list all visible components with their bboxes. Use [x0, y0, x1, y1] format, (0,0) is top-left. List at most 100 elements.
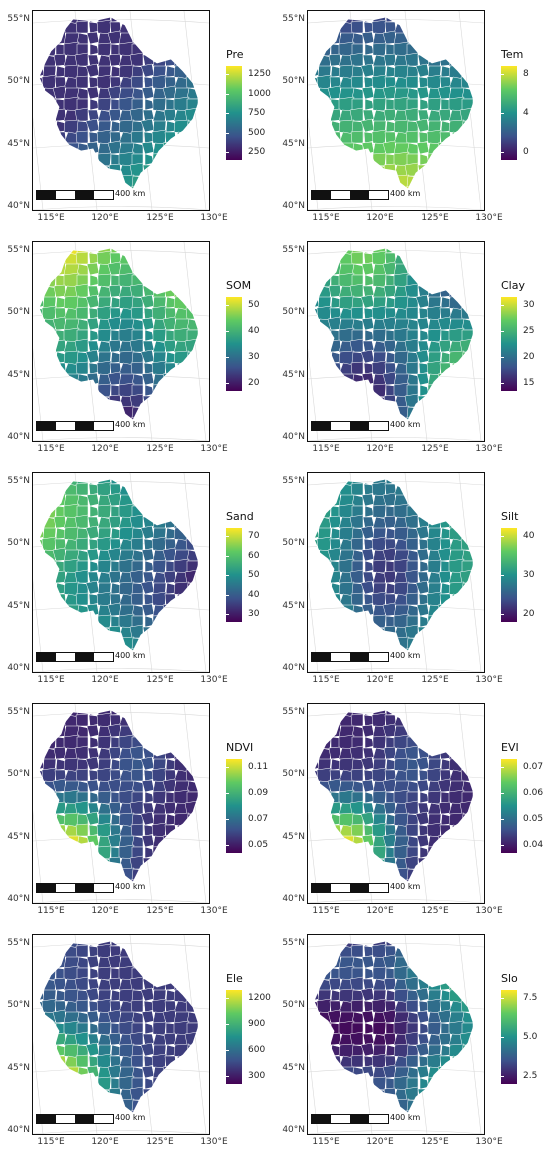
region-polygon	[385, 941, 397, 947]
region-polygon	[427, 479, 442, 486]
region-polygon	[328, 53, 342, 67]
legend-tick-label: 5.0	[523, 1032, 538, 1042]
region-polygon	[317, 710, 332, 717]
region-polygon	[372, 868, 387, 882]
region-polygon	[75, 823, 89, 837]
region-polygon	[427, 1088, 442, 1102]
region-polygon	[473, 131, 474, 144]
region-polygon	[56, 1133, 66, 1134]
scale-bar-label: 400 km	[115, 189, 146, 198]
region-polygon	[97, 1099, 112, 1113]
region-polygon	[186, 710, 199, 716]
region-polygon	[129, 624, 144, 639]
map-panel-tem: 55°N 50°N 45°N 40°N 115°E 120°E 125°E 130°E 400 …	[275, 0, 550, 231]
region-polygon	[352, 1133, 363, 1134]
region-polygon	[416, 372, 430, 386]
region-polygon	[475, 44, 484, 55]
region-polygon	[173, 844, 190, 861]
region-polygon	[153, 429, 166, 441]
region-polygon	[145, 902, 154, 903]
region-polygon	[330, 248, 342, 254]
region-polygon	[173, 857, 190, 872]
region-polygon	[383, 108, 397, 122]
region-polygon	[63, 857, 80, 872]
region-polygon	[76, 1066, 89, 1079]
region-polygon	[427, 626, 442, 640]
region-polygon	[314, 349, 320, 364]
region-polygon	[314, 1022, 320, 1035]
lon-tick-label: 130°E	[475, 444, 503, 454]
region-polygon	[317, 494, 332, 508]
region-polygon	[151, 712, 167, 728]
region-polygon	[473, 824, 474, 837]
scale-bar	[36, 190, 114, 200]
region-polygon	[415, 173, 430, 188]
region-polygon	[164, 131, 177, 144]
region-polygon	[76, 846, 89, 859]
graticule-line	[33, 578, 44, 672]
region-polygon	[419, 274, 430, 287]
lat-tick-label: 40°N	[282, 1125, 305, 1135]
region-polygon	[419, 1022, 430, 1035]
legend-tick-mark	[226, 74, 229, 75]
region-polygon	[314, 811, 320, 826]
region-polygon	[461, 710, 474, 716]
region-polygon	[53, 163, 67, 177]
region-polygon	[418, 186, 430, 189]
region-polygon	[316, 591, 332, 607]
region-polygon	[165, 615, 177, 628]
region-polygon	[111, 440, 121, 441]
region-polygon	[141, 548, 155, 562]
region-polygon	[131, 868, 144, 881]
region-polygon	[438, 625, 452, 639]
region-polygon	[39, 967, 45, 980]
region-polygon	[338, 844, 355, 861]
region-polygon	[448, 142, 465, 157]
region-polygon	[419, 153, 430, 166]
region-polygon	[362, 164, 375, 177]
region-polygon	[473, 593, 474, 606]
region-polygon	[372, 571, 387, 585]
region-polygon	[132, 198, 143, 209]
region-polygon	[448, 613, 465, 630]
region-polygon	[365, 671, 374, 672]
region-polygon	[39, 63, 45, 78]
scale-bar-label: 400 km	[115, 1113, 146, 1122]
region-polygon	[152, 175, 167, 189]
region-polygon	[163, 339, 177, 353]
region-polygon	[96, 19, 112, 35]
region-polygon	[372, 164, 387, 178]
region-polygon	[314, 802, 320, 815]
region-polygon	[404, 338, 419, 353]
region-polygon	[420, 440, 429, 441]
scale-bar-segment	[312, 191, 331, 199]
region-polygon	[195, 756, 199, 771]
region-polygon	[152, 966, 167, 981]
region-polygon	[89, 505, 100, 518]
legend-tick-mark	[226, 767, 229, 768]
region-polygon	[438, 515, 452, 529]
region-polygon	[426, 19, 442, 35]
scale-bar-segment	[331, 653, 350, 661]
region-polygon	[185, 20, 199, 34]
region-polygon	[75, 537, 89, 551]
region-polygon	[428, 660, 441, 672]
region-polygon	[470, 525, 474, 540]
region-polygon	[338, 857, 355, 872]
region-polygon	[349, 162, 364, 177]
region-polygon	[145, 1133, 154, 1134]
region-polygon	[152, 1076, 167, 1091]
region-polygon	[352, 440, 363, 441]
region-polygon	[438, 801, 452, 815]
region-polygon	[98, 670, 111, 672]
graticule-line	[33, 943, 209, 948]
region-polygon	[197, 1033, 199, 1046]
region-polygon	[317, 406, 332, 420]
region-polygon	[371, 712, 387, 728]
region-polygon	[426, 1108, 442, 1113]
region-polygon	[437, 492, 452, 507]
region-polygon	[372, 504, 387, 519]
map-panel-ndvi: 55°N 50°N 45°N 40°N 115°E 120°E 125°E 130°E 400 …	[0, 693, 275, 924]
region-polygon	[162, 371, 177, 386]
region-polygon	[184, 1086, 199, 1101]
